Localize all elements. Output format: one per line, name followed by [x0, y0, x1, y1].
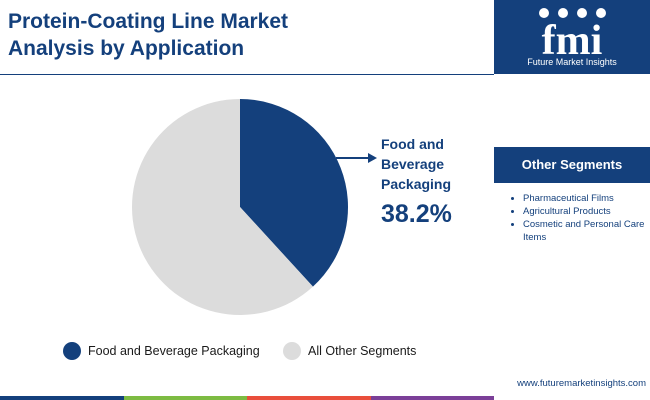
list-item: Pharmaceutical Films	[508, 192, 646, 205]
logo-tagline: Future Market Insights	[527, 57, 617, 67]
side-panel: fmi Future Market Insights Other Segment…	[494, 0, 650, 400]
bullet-icon	[511, 210, 514, 213]
logo: fmi Future Market Insights	[494, 0, 650, 74]
list-item-label: Cosmetic and Personal Care Items	[523, 219, 645, 243]
other-segments-list: Pharmaceutical Films Agricultural Produc…	[508, 192, 646, 244]
pie-slice-food-and-beverage-packaging	[240, 99, 348, 287]
pie-slice-all-other-segments	[132, 99, 313, 315]
pie-chart	[132, 99, 348, 315]
footer-color-bar	[0, 396, 494, 400]
footer-bar-segment	[370, 396, 494, 400]
footer-bar-segment	[123, 396, 247, 400]
callout-arrow-icon	[336, 153, 377, 163]
bullet-icon	[511, 197, 514, 200]
list-item-label: Pharmaceutical Films	[523, 193, 614, 204]
chart-title: Protein-Coating Line Market Analysis by …	[8, 8, 478, 62]
legend-swatch	[283, 342, 301, 360]
bullet-icon	[511, 223, 514, 226]
list-item-label: Agricultural Products	[523, 206, 611, 217]
callout-label: Food and Beverage Packaging	[381, 136, 452, 192]
other-segments-heading: Other Segments	[494, 147, 650, 183]
title-line-2: Analysis by Application	[8, 37, 245, 60]
website-url[interactable]: www.futuremarketinsights.com	[517, 378, 646, 389]
title-line-1: Protein-Coating Line Market	[8, 10, 289, 33]
fmi-logo-icon: fmi	[539, 8, 606, 56]
footer-bar-segment	[247, 396, 371, 400]
header-divider	[0, 74, 494, 75]
callout-value: 38.2%	[381, 200, 452, 228]
legend-swatch	[63, 342, 81, 360]
legend-label: All Other Segments	[308, 344, 417, 358]
footer-bar-segment	[0, 396, 124, 400]
logo-mark: fmi	[542, 18, 603, 56]
legend-label: Food and Beverage Packaging	[88, 344, 260, 358]
list-item: Agricultural Products	[508, 205, 646, 218]
list-item: Cosmetic and Personal Care Items	[508, 218, 646, 244]
